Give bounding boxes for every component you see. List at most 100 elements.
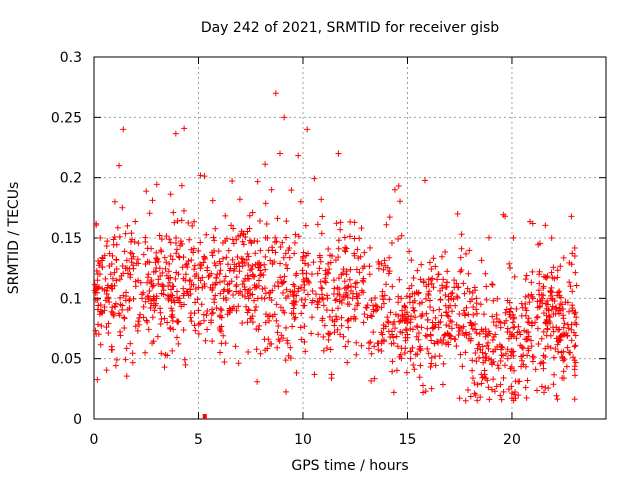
data-point [284,340,291,347]
data-point [101,252,108,259]
data-point [129,236,136,243]
x-tick-label: 15 [399,432,417,448]
data-point [337,219,344,226]
data-point [515,392,522,399]
data-point [394,343,401,350]
data-point [549,324,556,331]
data-point [176,299,183,306]
data-point [417,276,424,283]
data-point [251,297,258,304]
data-point [129,350,136,357]
data-point [497,319,504,326]
data-point [509,331,516,338]
data-point [244,228,251,235]
data-point [249,319,256,326]
data-point [191,262,198,269]
data-point [199,274,206,281]
data-point [358,287,365,294]
data-point [452,336,459,343]
data-point [340,333,347,340]
data-point [396,276,403,283]
data-point [217,260,224,267]
data-point [430,255,437,262]
data-point [218,323,225,330]
data-point [425,292,432,299]
data-point [466,247,473,254]
data-point [211,237,218,244]
data-point [201,280,208,287]
data-point [422,332,429,339]
data-point [547,289,554,296]
data-point [233,274,240,281]
data-point-zero [202,414,207,419]
data-point [304,291,311,298]
data-point [410,307,417,314]
data-point [205,273,212,280]
x-tick-labels: 0 5 10 15 20 [90,432,521,448]
data-point [186,236,193,243]
data-point [443,322,450,329]
data-point [255,277,262,284]
data-point [406,248,413,255]
data-point [257,247,264,254]
data-point [244,250,251,257]
data-point [431,340,438,347]
data-point [137,311,144,318]
data-point [567,349,574,356]
data-point [318,284,325,291]
data-point [479,343,486,350]
data-point [135,240,142,247]
data-point [94,289,101,296]
data-point [222,273,229,280]
data-point [261,336,268,343]
data-point [224,261,231,268]
data-point [392,311,399,318]
data-point [452,302,459,309]
data-point [550,264,557,271]
data-point [410,362,417,369]
data-point [361,311,368,318]
data-point [413,333,420,340]
data-point [174,246,181,253]
data-point [103,367,110,374]
data-point [515,323,522,330]
data-point [261,285,268,292]
data-point [370,306,377,313]
data-point [290,310,297,317]
data-point [262,161,269,168]
data-point [201,253,208,260]
data-point [180,327,187,334]
data-point [221,359,228,366]
data-point [320,347,327,354]
data-point [432,362,439,369]
data-point [108,261,115,268]
data-point [546,318,553,325]
data-point [244,309,251,316]
data-point [197,320,204,327]
data-point [569,250,576,257]
data-point [472,349,479,356]
x-tick-label: 10 [294,432,312,448]
data-point [157,273,164,280]
data-point [292,231,299,238]
data-point [224,281,231,288]
data-point [97,301,104,308]
data-point [449,308,456,315]
data-point [333,313,340,320]
data-point [160,291,167,298]
data-point [171,219,178,226]
data-point [110,312,117,319]
data-point [455,284,462,291]
data-point [233,236,240,243]
data-point [442,291,449,298]
data-point [145,326,152,333]
data-point [172,275,179,282]
data-point [170,326,177,333]
data-point [195,321,202,328]
data-point [126,265,133,272]
data-point [553,305,560,312]
plot-area [91,56,607,420]
data-point [167,191,174,198]
data-point [212,262,219,269]
data-point [490,348,497,355]
